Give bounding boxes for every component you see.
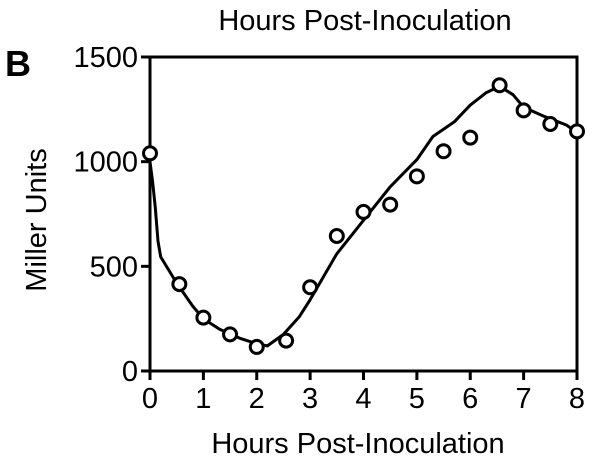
x-tick-label: 8 <box>569 383 585 415</box>
data-point <box>195 309 212 326</box>
x-tick-label: 0 <box>142 383 158 415</box>
top-title: Hours Post-Inoculation <box>218 5 511 37</box>
panel-letter: B <box>5 43 31 84</box>
x-tick-label: 3 <box>302 383 318 415</box>
data-point <box>278 332 295 349</box>
data-point <box>328 227 345 244</box>
y-axis: 0 500 1000 1500 <box>73 42 150 388</box>
x-tick-label: 2 <box>249 383 265 415</box>
x-tick-label: 4 <box>355 383 371 415</box>
y-tick-label: 0 <box>122 356 138 388</box>
x-axis-title: Hours Post-Inoculation <box>211 428 504 458</box>
x-tick-label: 6 <box>462 383 478 415</box>
data-point <box>462 129 479 146</box>
data-point <box>302 279 319 296</box>
data-point <box>171 276 188 293</box>
data-point <box>435 143 452 160</box>
data-point <box>542 115 559 132</box>
data-point <box>569 123 585 140</box>
data-points <box>142 77 585 355</box>
data-point <box>382 196 399 213</box>
y-tick-label: 1500 <box>73 42 138 74</box>
data-point <box>491 77 508 94</box>
x-axis: 0 1 2 3 4 5 6 7 8 <box>142 371 585 415</box>
y-axis-title: Miller Units <box>21 148 53 291</box>
data-point <box>142 145 158 162</box>
data-point <box>515 102 532 119</box>
data-point <box>408 168 425 185</box>
data-point <box>355 203 372 220</box>
x-tick-label: 1 <box>195 383 211 415</box>
x-tick-label: 5 <box>409 383 425 415</box>
data-point <box>248 338 265 355</box>
data-point <box>222 326 239 343</box>
x-tick-label: 7 <box>516 383 532 415</box>
y-tick-label: 500 <box>90 251 138 283</box>
y-tick-label: 1000 <box>73 147 138 179</box>
